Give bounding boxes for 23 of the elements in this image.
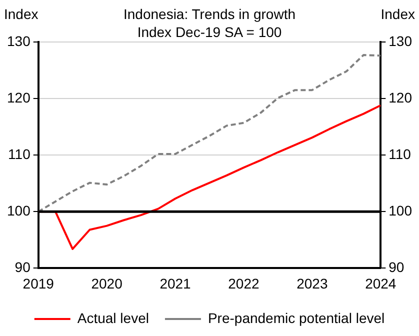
y2-tick-label: 100 — [388, 202, 412, 219]
chart-subtitle: Index Dec-19 SA = 100 — [137, 24, 282, 40]
x-tick-label: 2023 — [296, 275, 328, 292]
x-tick-label: 2020 — [91, 275, 123, 292]
y2-tick-label: 110 — [388, 146, 412, 162]
y2-tick-label: 120 — [388, 89, 412, 106]
x-tick-label: 2024 — [365, 275, 396, 292]
chart-title: Indonesia: Trends in growth — [124, 6, 296, 22]
legend-label: Actual level — [77, 310, 149, 326]
y2-tick-label: 90 — [388, 259, 404, 276]
x-tick-label: 2019 — [22, 275, 54, 292]
x-tick-label: 2021 — [160, 275, 192, 292]
y-tick-label: 130 — [7, 32, 31, 49]
y-tick-label: 110 — [8, 146, 31, 162]
y-tick-label: 90 — [14, 259, 31, 276]
y-axis-title: Index — [4, 6, 38, 22]
y-tick-label: 120 — [7, 89, 31, 106]
line-series — [38, 54, 381, 213]
y2-axis-title: Index — [380, 6, 415, 22]
y2-tick-label: 130 — [388, 32, 412, 49]
y-tick-label: 100 — [7, 202, 31, 219]
x-tick-label: 2022 — [228, 275, 260, 292]
legend-label: Pre-pandemic potential level — [208, 310, 385, 326]
